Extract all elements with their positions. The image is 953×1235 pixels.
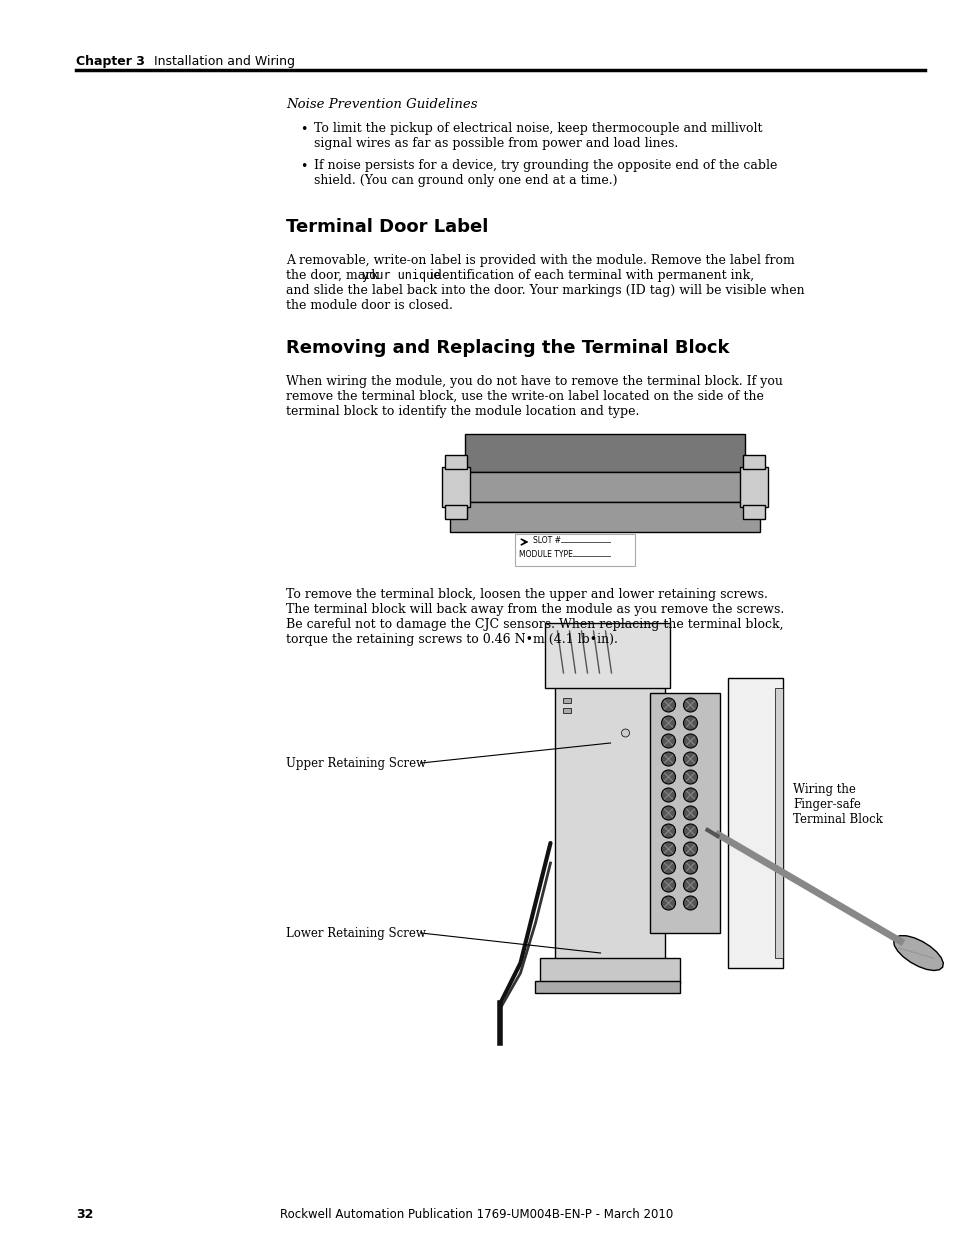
Circle shape [682, 734, 697, 748]
Circle shape [682, 897, 697, 910]
Circle shape [682, 842, 697, 856]
Polygon shape [893, 936, 943, 971]
Text: torque the retaining screws to 0.46 N•m (4.1 lb•in).: torque the retaining screws to 0.46 N•m … [286, 634, 618, 646]
Circle shape [660, 824, 675, 839]
Circle shape [682, 752, 697, 766]
Text: identification of each terminal with permanent ink,: identification of each terminal with per… [425, 269, 753, 282]
Text: Wiring the
Finger-safe
Terminal Block: Wiring the Finger-safe Terminal Block [793, 783, 882, 826]
Text: •: • [299, 161, 307, 173]
Text: Noise Prevention Guidelines: Noise Prevention Guidelines [286, 98, 477, 111]
Bar [742, 505, 764, 519]
Circle shape [682, 716, 697, 730]
Circle shape [682, 698, 697, 713]
Bar [445, 505, 467, 519]
Text: signal wires as far as possible from power and load lines.: signal wires as far as possible from pow… [314, 137, 678, 149]
Text: the door, mark: the door, mark [286, 269, 382, 282]
Circle shape [660, 716, 675, 730]
Circle shape [682, 878, 697, 892]
Circle shape [660, 769, 675, 784]
Text: •: • [299, 124, 307, 136]
Bar [442, 467, 470, 508]
Bar [445, 472, 764, 501]
Text: If noise persists for a device, try grounding the opposite end of the cable: If noise persists for a device, try grou… [314, 159, 777, 172]
Text: SLOT #: SLOT # [533, 536, 561, 545]
Bar [728, 678, 782, 968]
Bar [535, 981, 679, 993]
Bar [445, 454, 467, 469]
Circle shape [682, 788, 697, 802]
Circle shape [660, 698, 675, 713]
Bar [450, 501, 760, 532]
Text: shield. (You can ground only one end at a time.): shield. (You can ground only one end at … [314, 174, 617, 186]
Circle shape [620, 729, 629, 737]
Bar [650, 693, 720, 932]
Circle shape [660, 842, 675, 856]
Text: Terminal Door Label: Terminal Door Label [286, 219, 488, 236]
Bar [775, 688, 782, 958]
Text: A removable, write-on label is provided with the module. Remove the label from: A removable, write-on label is provided … [286, 254, 794, 267]
Circle shape [660, 788, 675, 802]
Text: 32: 32 [76, 1209, 93, 1221]
Text: your unique: your unique [361, 269, 439, 282]
Circle shape [682, 806, 697, 820]
Text: MODULE TYPE: MODULE TYPE [519, 550, 573, 559]
Text: Rockwell Automation Publication 1769-UM004B-EN-P - March 2010: Rockwell Automation Publication 1769-UM0… [280, 1209, 673, 1221]
Bar [540, 958, 679, 983]
Circle shape [660, 734, 675, 748]
Text: the module door is closed.: the module door is closed. [286, 299, 453, 312]
Text: When wiring the module, you do not have to remove the terminal block. If you: When wiring the module, you do not have … [286, 375, 782, 388]
Text: To remove the terminal block, loosen the upper and lower retaining screws.: To remove the terminal block, loosen the… [286, 588, 767, 601]
Text: remove the terminal block, use the write-on label located on the side of the: remove the terminal block, use the write… [286, 390, 763, 403]
Bar [555, 683, 665, 963]
Bar [515, 534, 635, 566]
Text: Upper Retaining Screw: Upper Retaining Screw [286, 757, 426, 769]
Circle shape [660, 752, 675, 766]
Bar [563, 698, 571, 703]
Circle shape [660, 897, 675, 910]
Bar [563, 708, 571, 713]
Text: Installation and Wiring: Installation and Wiring [138, 56, 294, 68]
Text: Chapter 3: Chapter 3 [76, 56, 145, 68]
Circle shape [682, 860, 697, 874]
Text: The terminal block will back away from the module as you remove the screws.: The terminal block will back away from t… [286, 603, 783, 616]
Bar [740, 467, 768, 508]
Bar [545, 622, 670, 688]
Text: To limit the pickup of electrical noise, keep thermocouple and millivolt: To limit the pickup of electrical noise,… [314, 122, 761, 135]
Text: terminal block to identify the module location and type.: terminal block to identify the module lo… [286, 405, 639, 417]
Circle shape [660, 878, 675, 892]
Circle shape [682, 824, 697, 839]
Bar [465, 433, 744, 472]
Text: Removing and Replacing the Terminal Block: Removing and Replacing the Terminal Bloc… [286, 338, 729, 357]
Text: and slide the label back into the door. Your markings (ID tag) will be visible w: and slide the label back into the door. … [286, 284, 803, 296]
Bar [742, 454, 764, 469]
Text: Be careful not to damage the CJC sensors. When replacing the terminal block,: Be careful not to damage the CJC sensors… [286, 618, 782, 631]
Circle shape [682, 769, 697, 784]
Circle shape [660, 806, 675, 820]
Circle shape [660, 860, 675, 874]
Text: Lower Retaining Screw: Lower Retaining Screw [286, 926, 425, 940]
